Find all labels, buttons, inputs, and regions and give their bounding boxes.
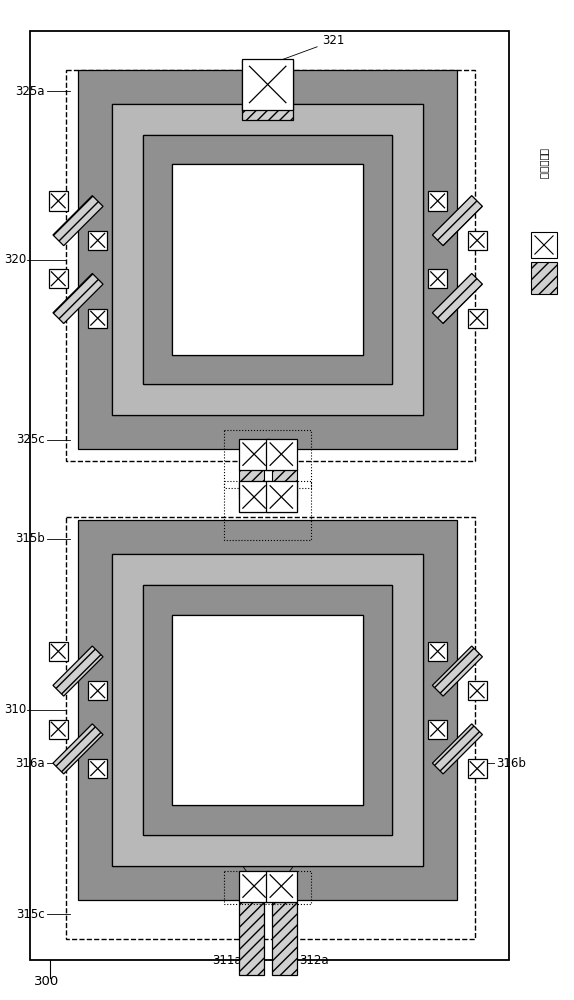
Bar — [239, 481, 270, 512]
Text: 315c: 315c — [16, 908, 45, 921]
Bar — [67, 70, 475, 461]
PathPatch shape — [112, 104, 424, 415]
Bar — [224, 871, 312, 904]
PathPatch shape — [78, 520, 457, 900]
Bar — [49, 191, 68, 211]
PathPatch shape — [78, 70, 457, 449]
Bar — [53, 724, 103, 774]
Bar — [272, 469, 297, 498]
Bar — [467, 231, 487, 250]
Bar — [67, 517, 475, 939]
Bar — [467, 309, 487, 328]
Bar — [266, 439, 297, 470]
Text: 312: 312 — [283, 840, 320, 880]
PathPatch shape — [143, 585, 392, 835]
Bar — [49, 642, 68, 661]
Bar — [239, 483, 264, 512]
Bar — [49, 269, 68, 288]
Text: 316a: 316a — [15, 757, 45, 770]
Bar — [49, 720, 68, 739]
Bar — [432, 196, 482, 246]
Bar — [88, 309, 107, 328]
Bar — [467, 759, 487, 778]
Bar — [532, 262, 557, 294]
Bar — [172, 615, 363, 805]
Bar — [432, 646, 482, 696]
Bar — [88, 231, 107, 250]
Bar — [239, 469, 264, 498]
Bar — [239, 871, 270, 902]
Bar — [272, 483, 297, 512]
Bar — [239, 902, 264, 975]
Text: 315a: 315a — [195, 674, 236, 694]
Bar — [266, 481, 297, 512]
Bar — [224, 430, 312, 488]
Bar — [242, 60, 293, 120]
Bar — [88, 759, 107, 778]
Bar — [428, 720, 447, 739]
Text: 316b: 316b — [497, 757, 526, 770]
Bar — [53, 273, 103, 324]
Text: 312a: 312a — [287, 954, 329, 967]
Bar — [428, 269, 447, 288]
Text: 315b: 315b — [15, 532, 45, 545]
Text: 325c: 325c — [16, 433, 45, 446]
PathPatch shape — [112, 554, 424, 866]
Text: 325b: 325b — [195, 281, 227, 324]
Bar — [432, 724, 482, 774]
Bar — [428, 642, 447, 661]
Text: 310: 310 — [4, 703, 26, 716]
Text: 311a: 311a — [212, 954, 249, 967]
Bar — [266, 871, 297, 902]
Bar — [30, 31, 509, 960]
Bar — [224, 481, 312, 540]
Bar — [53, 646, 103, 696]
Text: 315d: 315d — [311, 684, 341, 717]
Bar — [432, 273, 482, 324]
PathPatch shape — [143, 135, 392, 384]
Bar — [428, 191, 447, 211]
Bar — [532, 232, 557, 258]
Bar — [272, 902, 297, 975]
Text: 325a: 325a — [15, 85, 45, 98]
Text: 311: 311 — [218, 840, 253, 880]
Bar — [242, 59, 293, 110]
Bar — [172, 164, 363, 355]
Bar — [53, 196, 103, 246]
Text: 图贯穿位置: 图贯穿位置 — [539, 148, 549, 179]
Text: 380: 380 — [280, 320, 308, 344]
Text: 321: 321 — [278, 34, 345, 61]
Bar — [467, 681, 487, 700]
Text: 320: 320 — [4, 253, 26, 266]
Bar — [88, 681, 107, 700]
Text: 300: 300 — [34, 975, 60, 988]
Bar — [239, 439, 270, 470]
